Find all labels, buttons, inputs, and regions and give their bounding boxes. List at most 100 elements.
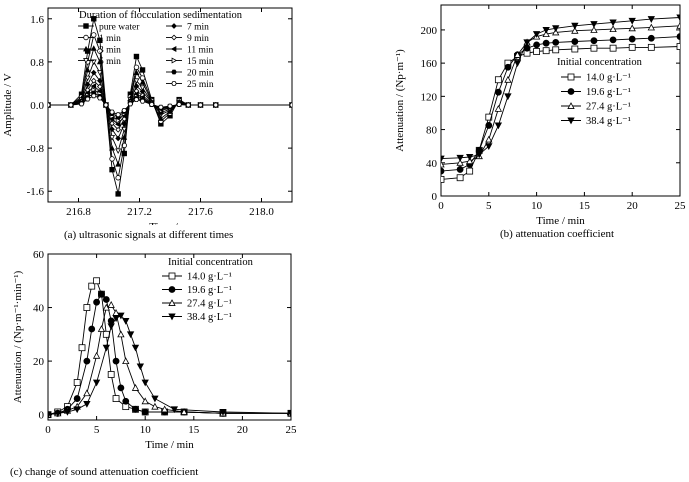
data-point xyxy=(121,134,128,140)
legend-label: 5 min xyxy=(99,57,121,67)
legend-title: Initial concentration xyxy=(557,57,643,68)
legend-item: 20 min xyxy=(166,69,214,79)
data-point xyxy=(533,41,541,49)
data-point xyxy=(73,406,81,414)
data-point xyxy=(96,58,103,65)
data-point xyxy=(167,103,173,109)
data-point xyxy=(180,408,188,415)
data-point xyxy=(609,19,617,27)
data-point xyxy=(485,143,493,151)
data-point xyxy=(102,296,110,303)
legend-label: 20 min xyxy=(187,69,214,79)
data-point xyxy=(109,120,115,127)
data-point xyxy=(133,78,140,84)
data-point xyxy=(212,102,219,108)
y-tick-label: 0.8 xyxy=(30,57,44,69)
plot-area xyxy=(48,277,291,419)
data-point xyxy=(115,135,122,142)
chart-b-caption: (b) attenuation coefficient xyxy=(500,228,615,240)
x-tick-label: 217.2 xyxy=(127,206,152,218)
data-point xyxy=(133,53,140,60)
x-tick-label: 0 xyxy=(45,424,51,436)
data-point xyxy=(185,102,192,108)
data-point xyxy=(532,31,541,38)
data-point xyxy=(122,317,130,325)
data-point xyxy=(117,312,125,320)
legend-label: pure water xyxy=(99,23,140,33)
y-axis-label: Attenuation / (Np·m⁻¹·min⁻¹) xyxy=(12,270,24,403)
data-point xyxy=(109,144,116,151)
data-point xyxy=(131,384,140,391)
legend-marker xyxy=(171,34,177,41)
legend-label: 3 min xyxy=(99,46,121,56)
legend-label: 19.6 g·L⁻¹ xyxy=(187,285,232,296)
data-point xyxy=(107,371,115,378)
data-point xyxy=(48,411,52,419)
legend: Initial concentration 14.0 g·L⁻¹ 19.6 g·L⁻… xyxy=(557,57,643,127)
data-point xyxy=(90,83,97,90)
legend-marker xyxy=(168,299,176,306)
legend-label: 14.0 g·L⁻¹ xyxy=(187,272,232,283)
legend-item: 9 min xyxy=(166,34,209,44)
legend-item: 7 min xyxy=(166,23,209,33)
data-point xyxy=(456,166,464,173)
data-point xyxy=(115,121,121,128)
data-point xyxy=(542,47,550,55)
data-point xyxy=(571,38,579,45)
data-point xyxy=(676,21,680,29)
data-point xyxy=(485,113,493,121)
data-point xyxy=(115,148,122,154)
legend-label: 7 min xyxy=(187,23,209,33)
data-point xyxy=(103,102,109,108)
data-point xyxy=(115,161,122,167)
series-10 xyxy=(48,93,292,118)
x-tick-label: 217.6 xyxy=(188,206,213,218)
data-point xyxy=(571,45,579,53)
data-point xyxy=(54,410,62,418)
plot-frame xyxy=(47,253,292,421)
data-point xyxy=(513,60,522,67)
data-point xyxy=(90,77,97,84)
data-point xyxy=(139,67,146,73)
data-point xyxy=(523,39,531,47)
y-tick-label: -1.6 xyxy=(27,186,45,198)
legend-label: 14.0 g·L⁻¹ xyxy=(586,73,631,84)
data-point xyxy=(456,158,464,166)
data-point xyxy=(78,101,85,107)
data-point xyxy=(83,389,91,397)
data-point xyxy=(91,16,97,22)
data-point xyxy=(112,357,120,365)
y-axis-label: Amplitude / V xyxy=(2,73,14,136)
data-point xyxy=(91,32,97,38)
data-point xyxy=(148,102,155,107)
legend-label: 27.4 g·L⁻¹ xyxy=(586,102,631,113)
data-point xyxy=(609,25,617,33)
legend-title: Initial concentration xyxy=(168,257,254,268)
legend-item: pure water xyxy=(78,23,140,33)
legend-title: Duration of flocculation sedimentation xyxy=(79,10,243,21)
x-tick-label: 15 xyxy=(188,424,200,436)
data-point xyxy=(83,400,91,408)
data-point xyxy=(102,330,110,338)
data-point xyxy=(88,325,96,333)
data-point xyxy=(647,43,655,51)
data-point xyxy=(141,397,149,405)
data-point xyxy=(494,104,503,112)
data-point xyxy=(109,156,115,162)
data-point xyxy=(133,97,140,103)
data-point xyxy=(117,384,125,392)
legend-marker xyxy=(171,69,177,75)
series-1 xyxy=(441,43,680,183)
data-point xyxy=(590,44,598,52)
data-point xyxy=(485,122,493,129)
legend-marker xyxy=(83,34,89,41)
legend-item: 14.0 g·L⁻¹ xyxy=(561,73,631,84)
legend-item: 38.4 g·L⁻¹ xyxy=(561,116,631,127)
series-3 xyxy=(48,301,291,418)
y-tick-label: 120 xyxy=(421,91,438,103)
series-4 xyxy=(48,312,291,419)
data-point xyxy=(131,344,140,352)
data-point xyxy=(78,344,86,352)
legend-marker xyxy=(567,117,575,125)
